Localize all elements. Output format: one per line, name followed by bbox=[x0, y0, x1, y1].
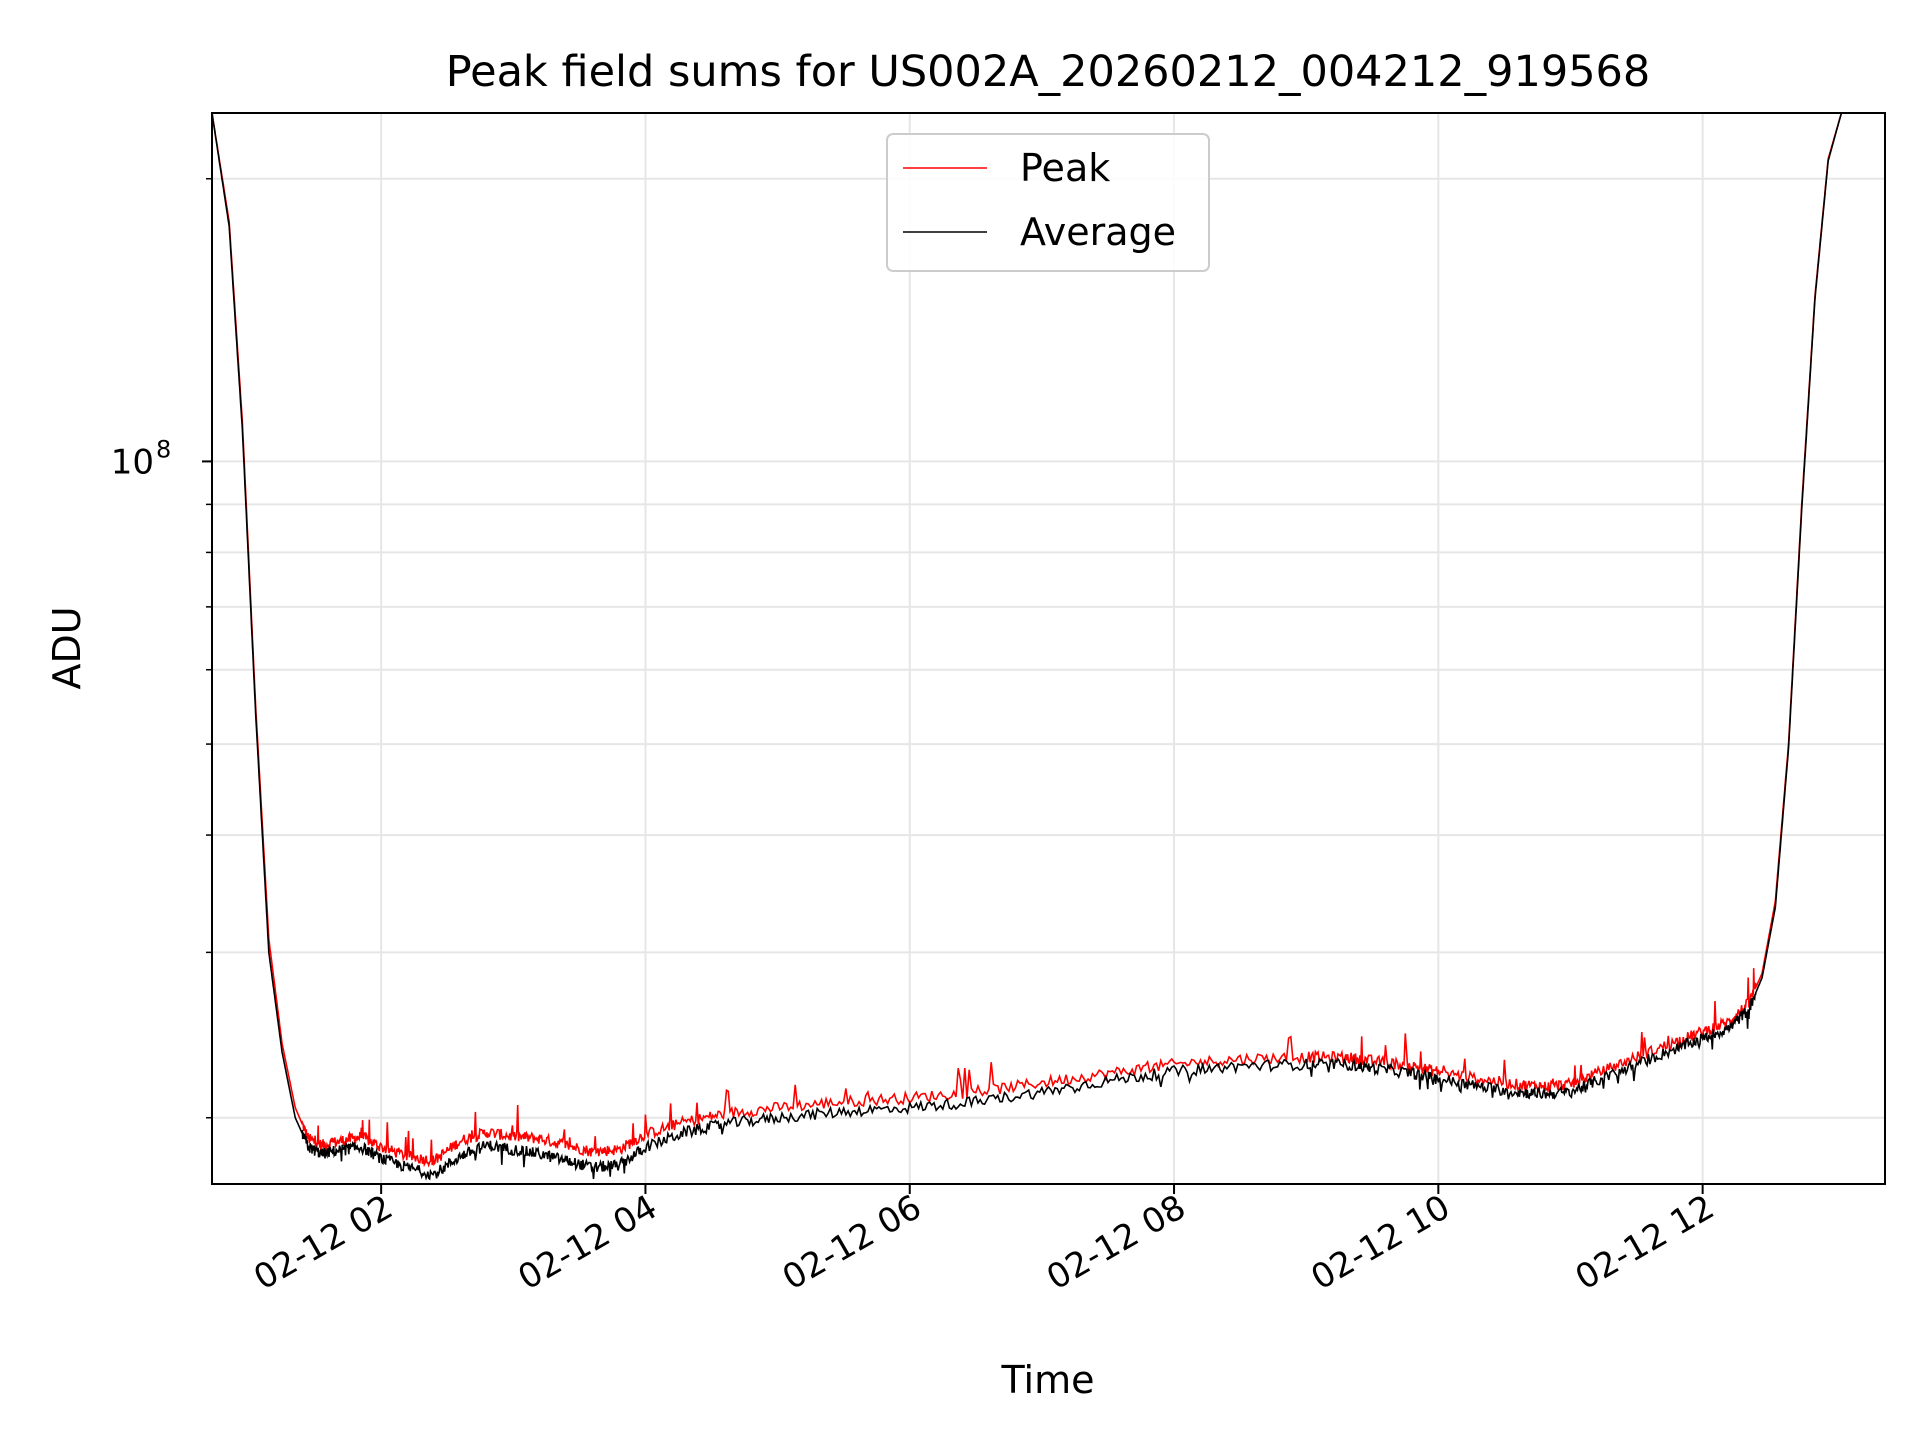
legend: Peak Average bbox=[886, 133, 1210, 272]
series-layer bbox=[212, 113, 1885, 1181]
y-tick-label-exponent: 8 bbox=[156, 435, 171, 463]
legend-label-average: Average bbox=[1020, 210, 1176, 254]
legend-label-peak: Peak bbox=[1020, 146, 1110, 190]
y-tick-label-base: 10 bbox=[111, 442, 154, 482]
axes-frame bbox=[211, 112, 1886, 1185]
series-line-peak bbox=[212, 113, 1885, 1168]
y-axis: 10 8 bbox=[111, 178, 212, 1119]
y-axis-label: ADU bbox=[45, 606, 89, 689]
series-line-average bbox=[212, 113, 1885, 1181]
x-axis-label: Time bbox=[1001, 1358, 1095, 1402]
chart-title: Peak field sums for US002A_20260212_0042… bbox=[446, 47, 1651, 97]
